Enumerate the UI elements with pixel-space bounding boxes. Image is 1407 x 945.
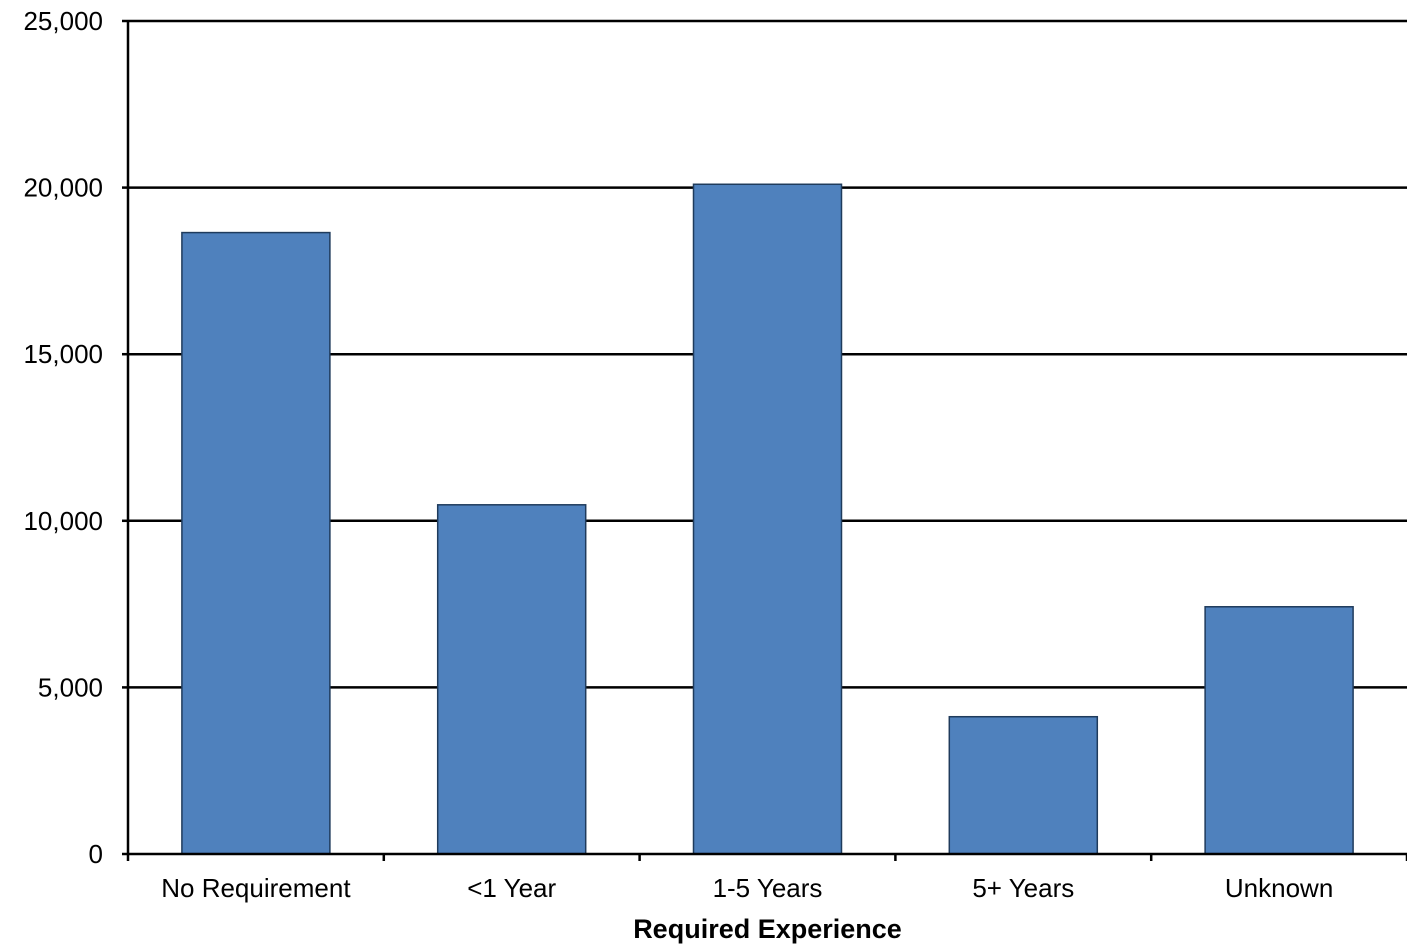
x-tick-label: <1 Year	[467, 873, 556, 903]
y-tick-labels: 0 5,000 10,000 15,000 20,000 25,000	[23, 6, 128, 869]
y-tick-label: 20,000	[23, 173, 103, 203]
x-tick-label: No Requirement	[161, 873, 351, 903]
y-tick-label: 5,000	[38, 672, 103, 702]
bars	[181, 183, 1354, 855]
bar	[692, 183, 843, 855]
x-tick-label: Unknown	[1225, 873, 1333, 903]
bar	[436, 504, 587, 855]
x-tick-marks	[126, 854, 1407, 861]
bar	[948, 715, 1099, 855]
bar	[181, 231, 331, 855]
y-tick-label: 15,000	[23, 339, 103, 369]
x-tick-label: 1-5 Years	[713, 873, 823, 903]
x-axis-title: Required Experience	[633, 914, 902, 944]
y-tick-label: 25,000	[23, 6, 103, 36]
y-tick-label: 10,000	[23, 506, 103, 536]
x-tick-label: 5+ Years	[972, 873, 1074, 903]
bar	[1204, 606, 1354, 855]
x-tick-labels: No Requirement <1 Year 1-5 Years 5+ Years Un…	[161, 873, 1333, 903]
y-tick-label: 0	[89, 839, 103, 869]
axes	[126, 21, 1407, 856]
